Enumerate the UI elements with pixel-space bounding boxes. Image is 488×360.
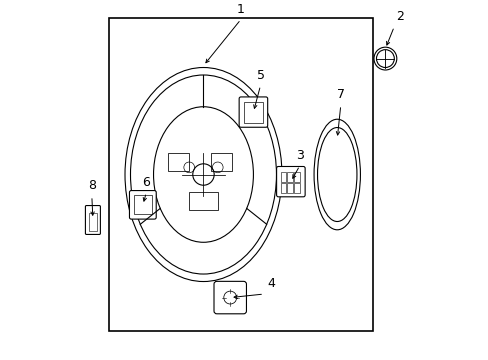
Bar [109,18,372,332]
Text: 6: 6 [142,176,150,189]
FancyBboxPatch shape [239,97,267,127]
FancyBboxPatch shape [276,166,305,197]
Text: 5: 5 [256,69,264,82]
FancyBboxPatch shape [214,282,246,314]
Bar [244,102,263,123]
Bar [287,172,293,182]
Bar [294,183,300,193]
Bar [294,172,300,182]
Text: 2: 2 [395,10,403,23]
Text: 4: 4 [267,278,275,291]
Bar [280,183,286,193]
Text: 3: 3 [295,149,303,162]
Bar [189,192,217,210]
Text: 1: 1 [237,3,244,16]
FancyBboxPatch shape [129,190,156,219]
Bar [280,172,286,182]
Bar [287,183,293,193]
Bar [134,195,151,215]
Text: 7: 7 [336,89,344,102]
Bar [167,153,189,171]
Bar [210,153,231,171]
Text: 8: 8 [88,179,96,192]
FancyBboxPatch shape [85,206,100,234]
Bar [88,213,97,231]
